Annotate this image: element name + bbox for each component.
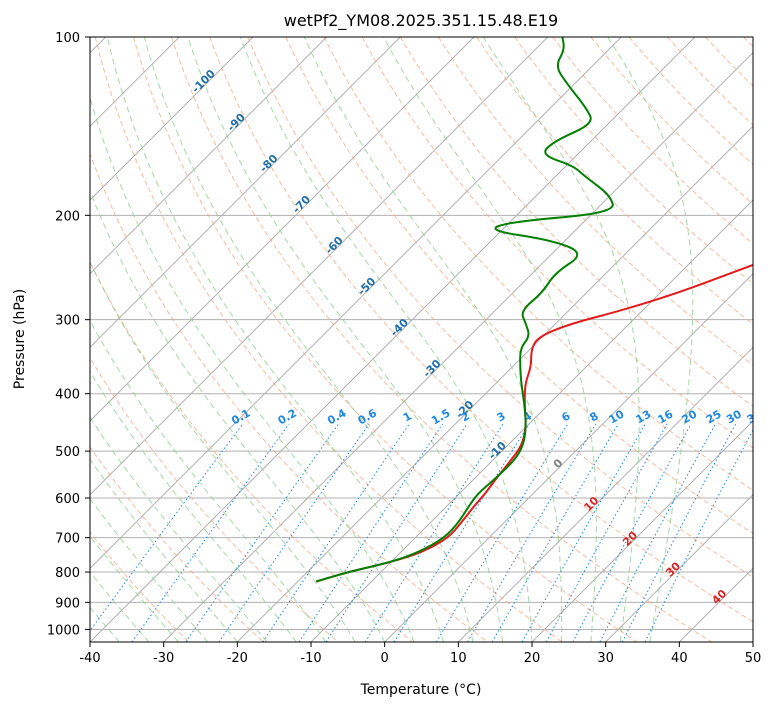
x-tick-label: 30 [597, 651, 614, 666]
x-tick-label: 50 [745, 651, 762, 666]
x-tick-label: 10 [450, 651, 467, 666]
x-tick-label: -30 [153, 651, 174, 666]
y-tick-label: 700 [55, 532, 80, 547]
y-tick-label: 500 [55, 445, 80, 460]
y-tick-label: 400 [55, 388, 80, 403]
y-tick-label: 300 [55, 314, 80, 329]
x-tick-label: -10 [300, 651, 321, 666]
y-axis-label: Pressure (hPa) [12, 289, 28, 389]
x-tick-label: 40 [671, 651, 688, 666]
x-tick-label: -20 [227, 651, 248, 666]
y-tick-label: 800 [55, 566, 80, 581]
x-axis-label: Temperature (°C) [360, 682, 482, 698]
y-tick-label: 100 [55, 31, 80, 46]
y-tick-label: 200 [55, 209, 80, 224]
y-tick-label: 900 [55, 596, 80, 611]
x-tick-label: 0 [381, 651, 389, 666]
y-tick-label: 1000 [47, 623, 80, 638]
chart-title: wetPf2_YM08.2025.351.15.48.E19 [284, 11, 558, 31]
x-tick-label: -40 [79, 651, 100, 666]
y-tick-label: 600 [55, 492, 80, 507]
x-tick-label: 20 [524, 651, 541, 666]
